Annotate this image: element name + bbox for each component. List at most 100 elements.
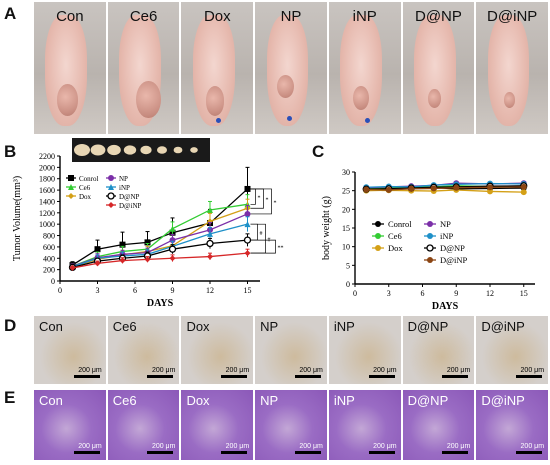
data-point [169,255,176,262]
legend-marker [108,184,114,190]
scale-bar [368,451,395,454]
photo-label: Ce6 [129,8,158,25]
significance-bracket [250,223,258,241]
histology-row-e: Con 200 μm Ce6 200 μm Dox 200 μm NP 200 μm i… [34,390,549,460]
y-tick-label: 1000 [39,220,55,229]
data-point [243,236,252,244]
significance-bracket [250,188,256,205]
legend-label: Conrol [79,175,99,183]
histology-tile: Ce6 200 μm [107,316,180,384]
y-tick-label: 2200 [39,152,55,161]
significance-mark: * [274,200,277,206]
data-point [144,239,151,246]
legend-label: iNP [119,184,130,192]
excised-tumor [107,144,121,156]
legend-label: NP [440,219,451,229]
y-tick-label: 800 [43,232,55,241]
legend-marker [427,257,433,263]
data-point [385,186,392,193]
photo-label: D@iNP [487,8,538,25]
panel-letter-c: C [312,142,325,161]
excised-tumor [123,145,137,155]
data-point [168,245,177,253]
x-tick-label: 9 [454,289,458,298]
photo-label: iNP [352,8,377,25]
scale-bar [442,375,469,378]
mouse-photo-con: Con [34,2,106,134]
histology-tile: iNP 200 μm [328,390,401,460]
legend-marker [68,184,74,190]
significance-mark: ** [278,246,284,252]
y-tick-label: 20 [342,205,350,214]
tile-label: Ce6 [112,393,137,408]
y-tick-label: 400 [43,254,55,263]
histology-tile: Dox 200 μm [181,390,254,460]
data-point [487,188,493,195]
histology-tile: Con 200 μm [34,390,106,460]
significance-mark: # [260,231,263,237]
photo-label: D@NP [415,8,462,25]
legend-label: Ce6 [388,231,402,241]
tile-label: iNP [333,319,355,334]
y-tick-label: 10 [342,243,350,252]
x-tick-label: 6 [133,286,137,295]
tile-label: Con [39,319,63,334]
legend-marker [108,202,114,208]
y-tick-label: 600 [43,243,55,252]
data-point [244,185,251,192]
y-axis-label: body weight (g) [321,196,332,260]
mouse-photo-inp: iNP [328,2,401,134]
excised-tumor [173,146,183,154]
scale-bar [147,375,174,378]
photo-label: Con [56,8,84,25]
x-tick-label: 3 [387,289,391,298]
data-point [69,264,76,271]
histology-tile: NP 200 μm [255,316,327,384]
legend-marker [427,233,433,239]
tumor-volume-chart: 0 200 400 600 800 1000 1200 1400 1600 1800 2000 220… [12,138,284,309]
data-point [119,241,126,248]
y-axis-label: Tumor Volume(mm³) [12,176,23,261]
mouse-photo-d-inp: D@iNP [476,2,549,134]
histology-tile: Ce6 200 μm [107,390,180,460]
significance-bracket [250,239,276,254]
body-weight-chart: 0 5 10 15 20 25 30 0 3 6 9 12 15 DAYS body weight (g) C… [321,168,535,312]
mouse-photo-strip: Con Ce6 Dox NP iNP D@NP D@iNP [34,2,549,134]
legend-marker [68,193,74,199]
x-tick-label: 9 [171,286,175,295]
mouse-photo-np: NP [255,2,327,134]
tile-label: D@NP [407,393,449,408]
data-point [207,206,213,213]
data-point [144,256,151,263]
histology-tile: D@NP 200 μm [402,316,475,384]
y-tick-label: 30 [342,168,350,177]
data-point [119,257,126,264]
x-tick-label: 3 [96,286,100,295]
excised-tumor [190,147,198,153]
photo-label: Dox [203,8,231,25]
legend-label: Dox [79,193,92,201]
x-tick-label: 12 [206,286,214,295]
histology-tile: NP 200 μm [255,390,327,460]
data-point [169,225,176,232]
data-point [487,184,493,191]
data-point [94,246,101,253]
y-tick-label: 0 [51,277,55,286]
legend-label: Conrol [388,219,412,229]
histology-tile: D@NP 200 μm [402,390,475,460]
x-tick-label: 0 [353,289,357,298]
x-tick-label: 15 [520,289,528,298]
tile-label: D@iNP [481,393,525,408]
data-point [408,185,415,192]
tile-label: NP [260,393,279,408]
significance-mark: * [258,196,261,202]
tile-label: Con [39,393,63,408]
tile-label: NP [260,319,279,334]
panel-letter-e: E [4,388,16,407]
data-point [244,250,251,257]
scale-bar [73,451,100,454]
x-tick-label: 15 [244,286,252,295]
x-tick-label: 12 [486,289,494,298]
legend-marker [108,175,114,181]
legend-label: iNP [440,231,454,241]
